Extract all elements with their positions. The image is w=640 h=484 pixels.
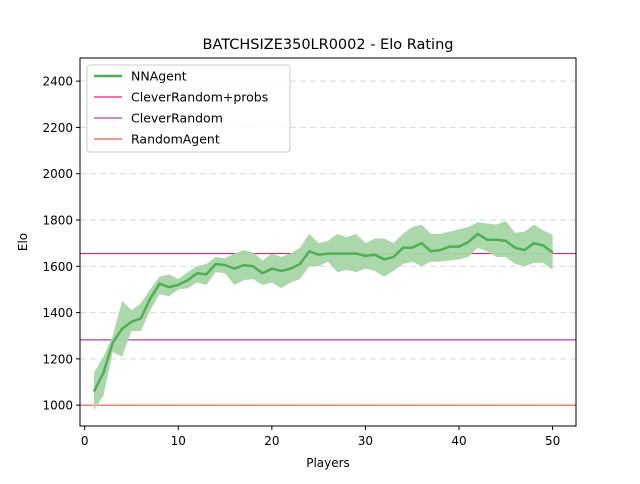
chart-title: BATCHSIZE350LR0002 - Elo Rating [203,37,454,53]
nnagent-point [430,250,432,252]
legend-label: RandomAgent [131,132,220,147]
nnagent-point [177,284,179,286]
nnagent-band [94,221,553,410]
nnagent-point [93,390,95,392]
nnagent-point [102,372,104,374]
nnagent-point [308,250,310,252]
y-tick-label: 2400 [42,75,73,89]
x-tick-label: 0 [81,434,89,448]
nnagent-point [346,252,348,255]
nnagent-point [168,286,170,288]
nnagent-point [533,242,535,244]
nnagent-point [411,247,413,249]
nnagent-point [552,251,554,254]
y-tick-label: 1400 [42,306,73,320]
nnagent-point [243,264,245,266]
nnagent-point [318,254,320,256]
nnagent-point [205,273,207,276]
x-tick-label: 20 [264,434,279,448]
legend-label: CleverRandom [131,111,223,126]
nnagent-line [92,232,554,392]
nnagent-point [542,244,544,247]
nnagent-point [233,268,236,270]
nnagent-point [495,239,498,241]
x-tick-label: 10 [171,434,186,448]
nnagent-point [261,272,264,274]
legend-label: NNAgent [131,69,187,84]
confidence-band [94,221,553,410]
nnagent-point [420,242,423,244]
y-tick-label: 1800 [42,214,73,228]
nnagent-point [439,249,441,251]
x-axis-ticks: 0 10 20 30 40 50 [81,426,560,448]
y-axis-label: Elo [16,233,30,251]
nnagent-point [299,263,301,265]
nnagent-point [289,268,292,270]
nnagent-point [140,317,142,319]
series-lines [92,232,554,392]
nnagent-point [402,247,404,249]
nnagent-point [280,270,282,272]
x-tick-label: 40 [451,434,466,448]
nnagent-point [392,256,395,258]
nnagent-point [477,233,479,235]
legend-label: CleverRandom+probs [131,90,268,105]
nnagent-point [355,252,357,255]
y-tick-label: 1000 [42,399,73,413]
nnagent-point [158,283,161,285]
nnagent-point [215,263,217,265]
nnagent-point [364,255,367,257]
nnagent-point [252,265,254,267]
axes-frame [79,57,577,427]
x-axis-label: Players [306,456,350,470]
y-tick-label: 1600 [42,260,73,274]
y-tick-label: 1200 [42,352,73,366]
legend: NNAgent CleverRandom+probs CleverRandom Ran… [86,64,291,153]
nnagent-point [224,264,226,266]
nnagent-point [514,247,516,249]
nnagent-point [505,240,507,242]
legend-box [86,64,291,153]
y-axis-ticks: 1000 1200 1400 1600 1800 2000 2200 2400 [42,75,80,413]
nnagent-point [467,241,469,243]
nnagent-point [458,246,460,248]
nnagent-point [327,252,329,255]
nnagent-point [336,252,338,255]
nnagent-point [486,239,488,241]
nnagent-point [187,279,189,281]
nnagent-point [449,246,451,248]
y-tick-label: 2000 [42,167,73,181]
y-tick-label: 2200 [42,121,73,135]
nnagent-point [130,321,133,323]
x-tick-label: 30 [358,434,373,448]
nnagent-point [271,268,273,270]
x-tick-label: 50 [545,434,560,448]
nnagent-point [121,328,123,330]
nnagent-point [523,249,526,251]
nnagent-point [383,258,385,260]
nnagent-point [374,254,376,256]
nnagent-point [196,272,198,274]
nnagent-point [112,342,114,344]
nnagent-point [149,298,151,300]
